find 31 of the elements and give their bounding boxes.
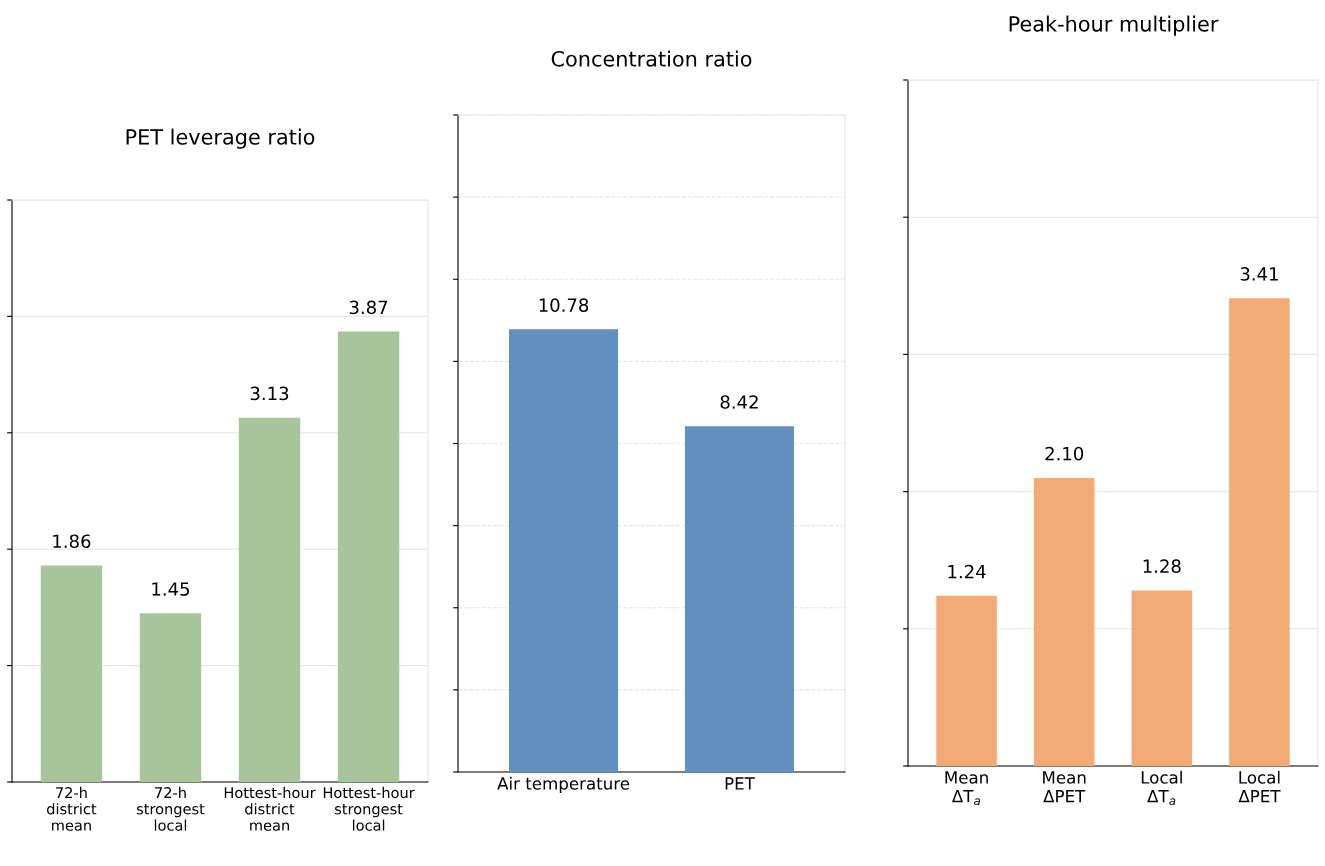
bar xyxy=(40,565,103,782)
bar xyxy=(337,331,400,782)
bar xyxy=(238,417,301,782)
x-tick-label: 72-h district mean xyxy=(47,786,97,831)
x-tick-label: Local ΔT$_{a}$ xyxy=(1141,770,1182,806)
data-label: 1.45 xyxy=(152,582,189,596)
x-tick-label: Mean ΔT$_{a}$ xyxy=(945,771,988,806)
data-label: 1.86 xyxy=(53,534,91,549)
data-label: 10.78 xyxy=(539,298,589,312)
bar xyxy=(1131,590,1193,766)
x-tick-label: PET xyxy=(725,777,755,790)
bar xyxy=(936,595,997,766)
x-tick-label: Air temperature xyxy=(497,776,630,793)
chart-title: PET leverage ratio xyxy=(126,128,315,149)
bar xyxy=(1033,477,1095,766)
x-tick-label: Hottest-hour district mean xyxy=(224,786,316,831)
data-label: 3.87 xyxy=(349,300,388,315)
x-tick-label: Mean ΔPET xyxy=(1043,771,1086,803)
data-label: 1.28 xyxy=(1143,559,1181,573)
data-label: 3.41 xyxy=(1240,267,1278,281)
data-label: 2.10 xyxy=(1045,446,1084,461)
data-label: 8.42 xyxy=(720,395,758,409)
bar xyxy=(139,613,202,782)
x-tick-label: Hottest-hour strongest local xyxy=(323,786,415,831)
x-tick-label: Local ΔPET xyxy=(1238,770,1281,803)
data-label: 3.13 xyxy=(250,386,289,401)
chart-title: Concentration ratio xyxy=(551,50,752,67)
x-tick-label: 72-h strongest local xyxy=(136,786,205,831)
bar xyxy=(1229,298,1290,766)
chart-title: Peak-hour multiplier xyxy=(1009,15,1219,36)
data-label: 1.24 xyxy=(948,564,986,579)
